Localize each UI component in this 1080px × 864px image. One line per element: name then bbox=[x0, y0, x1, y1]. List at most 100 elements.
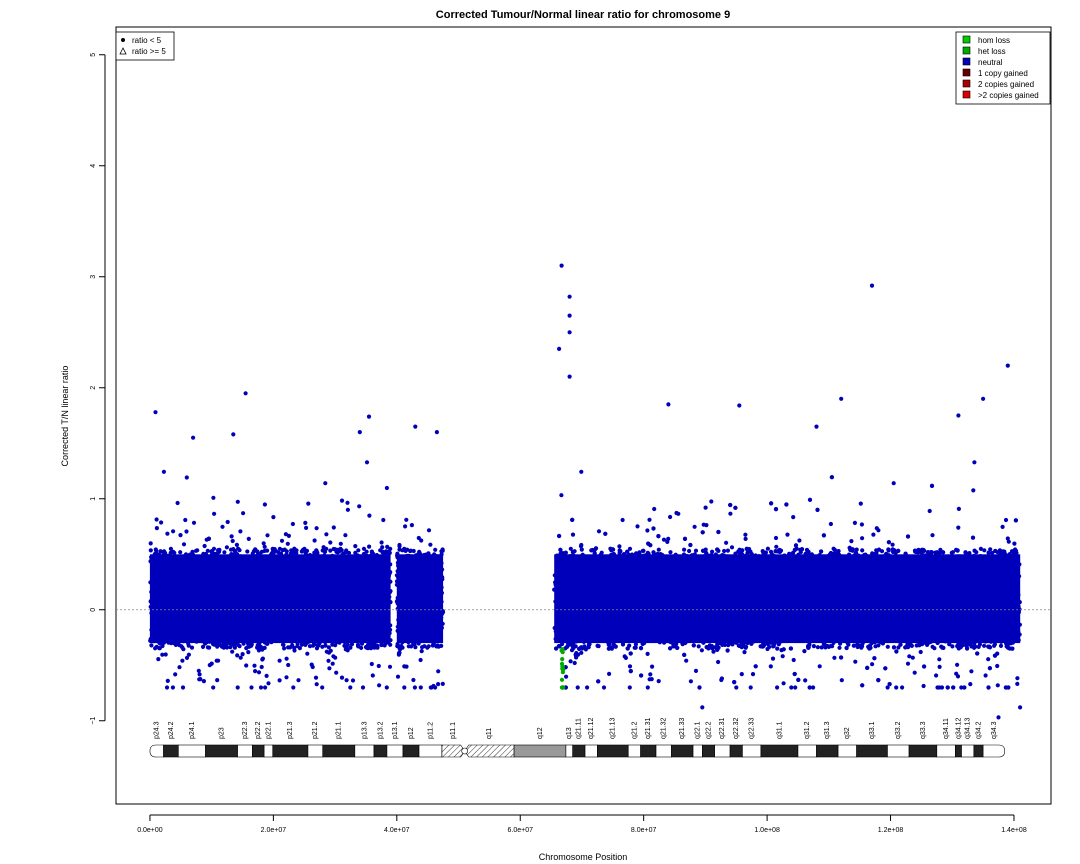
data-point bbox=[648, 672, 653, 677]
data-point bbox=[165, 531, 170, 536]
data-point bbox=[849, 539, 854, 544]
data-point bbox=[327, 666, 332, 671]
data-point bbox=[684, 658, 689, 663]
data-point bbox=[652, 506, 657, 512]
data-point bbox=[306, 501, 311, 506]
data-point bbox=[369, 661, 374, 667]
data-point bbox=[395, 674, 401, 679]
data-point bbox=[607, 671, 612, 677]
data-point bbox=[186, 652, 191, 657]
data-point bbox=[703, 505, 708, 510]
data-point bbox=[212, 511, 217, 516]
data-point bbox=[220, 524, 225, 529]
data-point bbox=[376, 663, 381, 669]
data-point bbox=[153, 547, 158, 552]
data-point bbox=[277, 658, 282, 663]
data-point bbox=[688, 679, 694, 684]
data-point bbox=[575, 685, 580, 690]
data-point bbox=[303, 520, 308, 526]
data-point bbox=[356, 644, 361, 649]
data-point bbox=[148, 548, 153, 553]
data-point bbox=[859, 522, 865, 527]
data-point bbox=[377, 683, 382, 688]
data-point bbox=[428, 542, 433, 547]
data-point bbox=[284, 656, 289, 661]
data-point bbox=[178, 550, 183, 555]
data-point bbox=[418, 685, 423, 690]
data-point bbox=[259, 549, 264, 554]
data-point bbox=[211, 495, 216, 500]
data-point bbox=[395, 644, 400, 649]
data-point bbox=[177, 665, 182, 670]
data-point bbox=[235, 499, 240, 504]
data-point bbox=[572, 660, 577, 666]
data-point bbox=[312, 538, 317, 543]
data-point bbox=[292, 648, 297, 653]
data-point bbox=[785, 532, 790, 537]
data-point bbox=[852, 520, 858, 526]
data-point bbox=[982, 548, 987, 553]
data-point bbox=[211, 685, 216, 690]
data-point bbox=[572, 549, 577, 554]
data-point bbox=[853, 659, 858, 664]
data-point bbox=[811, 644, 817, 649]
data-point bbox=[251, 549, 256, 554]
data-point bbox=[258, 685, 264, 690]
data-point bbox=[617, 544, 622, 549]
data-point bbox=[860, 536, 865, 541]
data-point bbox=[315, 643, 320, 648]
data-point bbox=[404, 517, 409, 522]
data-point bbox=[661, 537, 667, 542]
data-point bbox=[265, 533, 270, 538]
data-point bbox=[426, 644, 431, 649]
data-point bbox=[223, 642, 229, 647]
data-point bbox=[397, 650, 402, 655]
data-point bbox=[420, 645, 425, 650]
data-point bbox=[419, 649, 424, 654]
data-point bbox=[367, 544, 372, 549]
data-point bbox=[384, 685, 389, 690]
data-point bbox=[224, 545, 229, 550]
data-point bbox=[436, 682, 441, 687]
plot-frame bbox=[115, 26, 1052, 805]
data-point bbox=[265, 548, 270, 553]
data-point bbox=[289, 548, 294, 553]
data-point bbox=[416, 535, 421, 541]
data-point bbox=[668, 550, 673, 555]
data-point bbox=[209, 549, 214, 554]
data-point bbox=[839, 678, 844, 683]
data-point bbox=[1015, 676, 1020, 681]
data-point bbox=[178, 533, 183, 538]
data-point bbox=[344, 678, 349, 683]
data-point bbox=[159, 520, 164, 525]
x-axis-label: Chromosome Position bbox=[539, 852, 628, 862]
data-point bbox=[345, 500, 350, 505]
data-point bbox=[750, 672, 756, 677]
data-point bbox=[322, 549, 328, 555]
data-point bbox=[353, 544, 358, 549]
data-point bbox=[579, 469, 584, 474]
data-point bbox=[311, 643, 316, 648]
data-point bbox=[206, 536, 211, 542]
data-point bbox=[228, 547, 234, 552]
data-point bbox=[589, 548, 594, 553]
data-point bbox=[404, 664, 409, 669]
data-point bbox=[314, 682, 319, 687]
data-point bbox=[175, 500, 180, 506]
data-point bbox=[314, 526, 319, 531]
data-point bbox=[320, 685, 325, 690]
data-point bbox=[244, 663, 249, 668]
data-point bbox=[180, 685, 186, 690]
data-point bbox=[299, 642, 304, 647]
data-point bbox=[277, 546, 282, 551]
chart-title: Corrected Tumour/Normal linear ratio for… bbox=[436, 9, 730, 21]
data-point bbox=[207, 645, 212, 650]
data-points-layer bbox=[148, 263, 1023, 720]
data-point bbox=[436, 669, 441, 674]
data-point bbox=[197, 672, 202, 677]
data-point bbox=[200, 644, 206, 650]
data-point bbox=[324, 532, 329, 537]
data-point bbox=[300, 547, 305, 553]
data-point bbox=[411, 548, 416, 554]
